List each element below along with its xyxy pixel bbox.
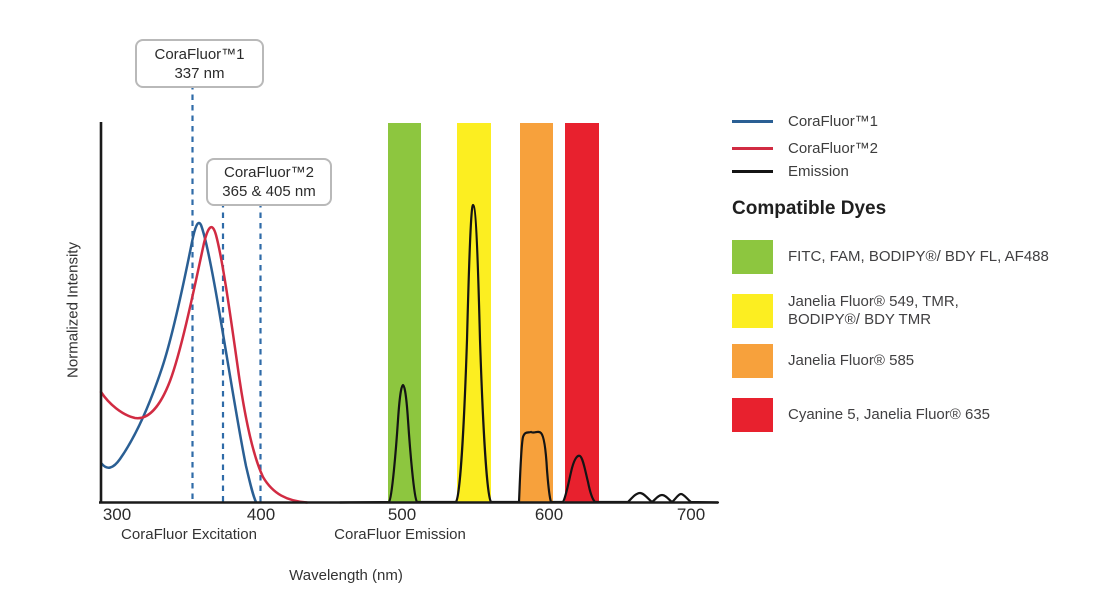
x-tick-400: 400 [246, 505, 276, 524]
dye-label-line: Cyanine 5, Janelia Fluor® 635 [788, 406, 991, 423]
corafluor2-excitation-curve [99, 225, 309, 504]
dye-row-green: FITC, FAM, BODIPY®/ BDY FL, AF488 [732, 240, 1049, 274]
callout-corafluor1-value: 337 nm [174, 64, 225, 82]
dye-label: Janelia Fluor® 585 [788, 352, 914, 370]
emission-line-swatch [732, 169, 773, 173]
orange-dye-swatch [732, 344, 773, 378]
corafluor2-line-swatch [732, 146, 773, 150]
legend-label: CoraFluor™2 [788, 139, 879, 157]
filter-bands [388, 123, 599, 503]
filter-band-orange [520, 123, 553, 503]
x-tick-500: 500 [387, 505, 417, 524]
callout-corafluor2-value: 365 & 405 nm [222, 183, 316, 200]
dye-row-red: Cyanine 5, Janelia Fluor® 635 [732, 398, 990, 432]
dye-label-line: Janelia Fluor® 585 [788, 352, 915, 369]
emission-caption: CoraFluor Emission [334, 526, 466, 543]
callout-corafluor2: CoraFluor™2 365 & 405 nm [206, 158, 332, 206]
red-dye-swatch [732, 398, 773, 432]
spectra-plot [99, 84, 720, 504]
corafluor1-line-swatch [732, 119, 773, 123]
dye-label: FITC, FAM, BODIPY®/ BDY FL, AF488 [788, 248, 1049, 266]
filter-band-red [565, 123, 599, 503]
y-axis-title: Normalized Intensity [64, 242, 82, 378]
legend-label: CoraFluor™1 [788, 112, 879, 130]
dye-row-yellow: Janelia Fluor® 549, TMR, BODIPY®/ BDY TM… [732, 293, 959, 329]
x-tick-300: 300 [102, 505, 132, 524]
callout-corafluor1-title: CoraFluor™1 [154, 45, 245, 63]
dye-row-orange: Janelia Fluor® 585 [732, 344, 914, 378]
corafluor1-excitation-curve [100, 221, 258, 504]
x-tick-700: 700 [676, 505, 706, 524]
compatible-dyes-heading: Compatible Dyes [732, 198, 887, 219]
dye-label-line: Janelia Fluor® 549, TMR, [788, 293, 959, 310]
legend-label: Emission [788, 162, 849, 180]
callout-corafluor1: CoraFluor™1 337 nm [135, 39, 264, 88]
dye-label-line: BODIPY®/ BDY TMR [788, 311, 932, 328]
dye-label-line: FITC, FAM, BODIPY®/ BDY FL, AF488 [788, 248, 1049, 265]
excitation-caption: CoraFluor Excitation [121, 526, 257, 543]
filter-band-green [388, 123, 421, 503]
callout-corafluor2-title: CoraFluor™2 [223, 164, 315, 181]
legend-item-emission: Emission [732, 162, 849, 180]
legend-and-dyes-panel: CoraFluor™1 CoraFluor™2 Emission Compati… [732, 0, 1110, 612]
green-dye-swatch [732, 240, 773, 274]
dashed-wavelength-markers [191, 84, 262, 502]
legend-item-corafluor1: CoraFluor™1 [732, 112, 879, 130]
x-axis-title: Wavelength (nm) [289, 567, 403, 584]
x-tick-600: 600 [534, 505, 564, 524]
axes [99, 122, 718, 504]
dye-label: Janelia Fluor® 549, TMR, BODIPY®/ BDY TM… [788, 293, 959, 329]
emission-curve [338, 203, 720, 504]
legend-item-corafluor2: CoraFluor™2 [732, 139, 879, 157]
yellow-dye-swatch [732, 294, 773, 328]
dye-label: Cyanine 5, Janelia Fluor® 635 [788, 406, 990, 424]
